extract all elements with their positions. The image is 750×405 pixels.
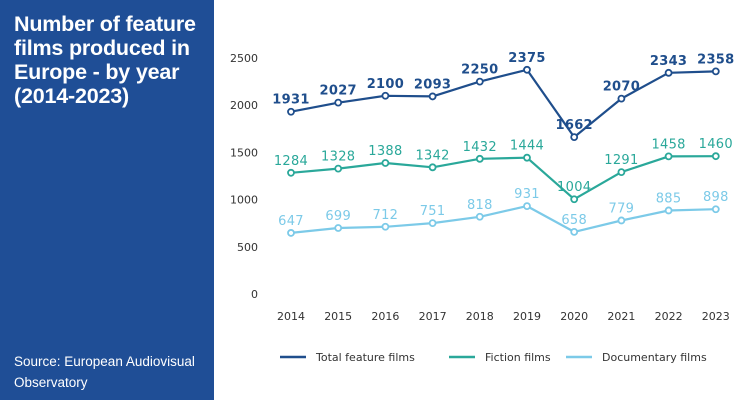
chart-title: Number of feature films produced in Euro…: [14, 12, 196, 108]
data-label-fiction: 1432: [463, 140, 497, 155]
title-panel: Number of feature films produced in Euro…: [0, 0, 214, 400]
data-label-total: 2100: [367, 77, 404, 92]
data-label-documentary: 885: [656, 191, 682, 206]
data-label-total: 2375: [508, 51, 545, 66]
data-point-documentary: [664, 206, 673, 215]
data-labels: 1931 2027 2100 2093 2250 2375 1662 2070 2343 2358…: [272, 51, 734, 229]
data-point-fiction: [664, 152, 673, 161]
data-point-fiction: [381, 159, 390, 167]
data-label-documentary: 712: [373, 208, 399, 223]
data-point-fiction: [334, 164, 343, 173]
data-point-total: [711, 67, 720, 76]
series-line-fiction: [290, 155, 716, 201]
data-label-documentary: 699: [325, 209, 351, 224]
data-point-documentary: [523, 202, 531, 211]
y-tick-label: 2000: [230, 99, 258, 112]
data-label-total: 2358: [697, 52, 734, 67]
source-note: Source: European Audiovisual Observatory: [14, 354, 195, 390]
y-tick-label: 1000: [230, 194, 258, 207]
legend-label-documentary: Documentary films: [602, 351, 707, 364]
data-point-total: [617, 94, 626, 103]
series-line-documentary: [290, 205, 716, 234]
x-tick-label: 2023: [702, 310, 730, 323]
x-tick-label: 2018: [466, 310, 494, 323]
data-point-total: [287, 107, 295, 116]
x-tick-label: 2020: [560, 310, 588, 323]
data-label-total: 2093: [414, 77, 451, 92]
x-axis: 2014 2015 2016 2017 2018 2019 2020 2021 2022 2023: [277, 310, 730, 323]
data-point-fiction: [711, 152, 720, 161]
data-point-documentary: [381, 222, 390, 231]
data-point-fiction: [570, 195, 579, 204]
x-tick-label: 2021: [607, 310, 635, 323]
y-tick-label: 0: [251, 288, 258, 301]
legend: Total feature films Fiction films Document…: [280, 351, 707, 364]
x-tick-label: 2019: [513, 310, 541, 323]
data-point-documentary: [617, 216, 626, 225]
data-label-documentary: 658: [561, 213, 587, 228]
data-label-fiction: 1328: [321, 150, 355, 165]
data-label-total: 1931: [272, 93, 309, 108]
data-label-total: 2343: [650, 54, 687, 69]
data-label-total: 2027: [320, 84, 357, 99]
data-label-documentary: 818: [467, 198, 493, 213]
data-point-documentary: [570, 227, 579, 236]
x-tick-label: 2015: [324, 310, 352, 323]
data-label-fiction: 1458: [651, 137, 685, 152]
data-points: [287, 65, 720, 237]
data-label-documentary: 779: [609, 201, 635, 216]
data-label-fiction: 1444: [510, 139, 544, 154]
series-lines: [290, 68, 716, 234]
data-label-fiction: 1004: [557, 180, 591, 195]
data-point-fiction: [475, 154, 484, 163]
data-label-total: 2070: [603, 80, 640, 95]
data-label-documentary: 931: [514, 187, 540, 202]
data-point-total: [570, 133, 579, 142]
series-line-total: [290, 68, 716, 139]
data-point-documentary: [334, 224, 343, 232]
data-point-fiction: [287, 168, 295, 177]
x-tick-label: 2017: [419, 310, 447, 323]
data-point-documentary: [475, 212, 484, 221]
x-tick-label: 2022: [655, 310, 683, 323]
data-label-total: 1662: [556, 118, 593, 133]
data-point-total: [334, 98, 343, 107]
data-point-fiction: [428, 163, 437, 172]
y-tick-label: 2500: [230, 52, 258, 65]
legend-label-fiction: Fiction films: [485, 351, 551, 364]
x-tick-label: 2016: [371, 310, 399, 323]
data-label-fiction: 1342: [415, 148, 449, 163]
data-point-fiction: [523, 153, 531, 162]
data-point-total: [475, 77, 484, 86]
data-label-documentary: 898: [703, 190, 729, 205]
data-point-documentary: [711, 205, 720, 214]
legend-label-total: Total feature films: [315, 351, 415, 364]
y-axis: 0 500 1000 1500 2000 2500: [230, 52, 258, 301]
data-label-total: 2250: [461, 63, 498, 78]
x-tick-label: 2014: [277, 310, 305, 323]
data-point-total: [381, 91, 390, 100]
data-label-fiction: 1284: [274, 154, 308, 169]
data-point-fiction: [617, 168, 626, 177]
data-label-documentary: 647: [278, 214, 304, 229]
data-label-fiction: 1388: [368, 144, 402, 159]
data-point-total: [664, 68, 673, 77]
data-label-documentary: 751: [420, 204, 446, 219]
data-point-documentary: [428, 219, 437, 228]
data-point-total: [428, 92, 437, 101]
data-label-fiction: 1460: [699, 137, 733, 152]
chart-area: 0 500 1000 1500 2000 2500 2014 2015 2016 2017 201…: [214, 0, 750, 400]
y-tick-label: 1500: [230, 146, 258, 159]
data-point-documentary: [287, 229, 295, 237]
data-point-total: [523, 65, 531, 74]
data-label-fiction: 1291: [604, 153, 638, 168]
y-tick-label: 500: [237, 241, 258, 254]
